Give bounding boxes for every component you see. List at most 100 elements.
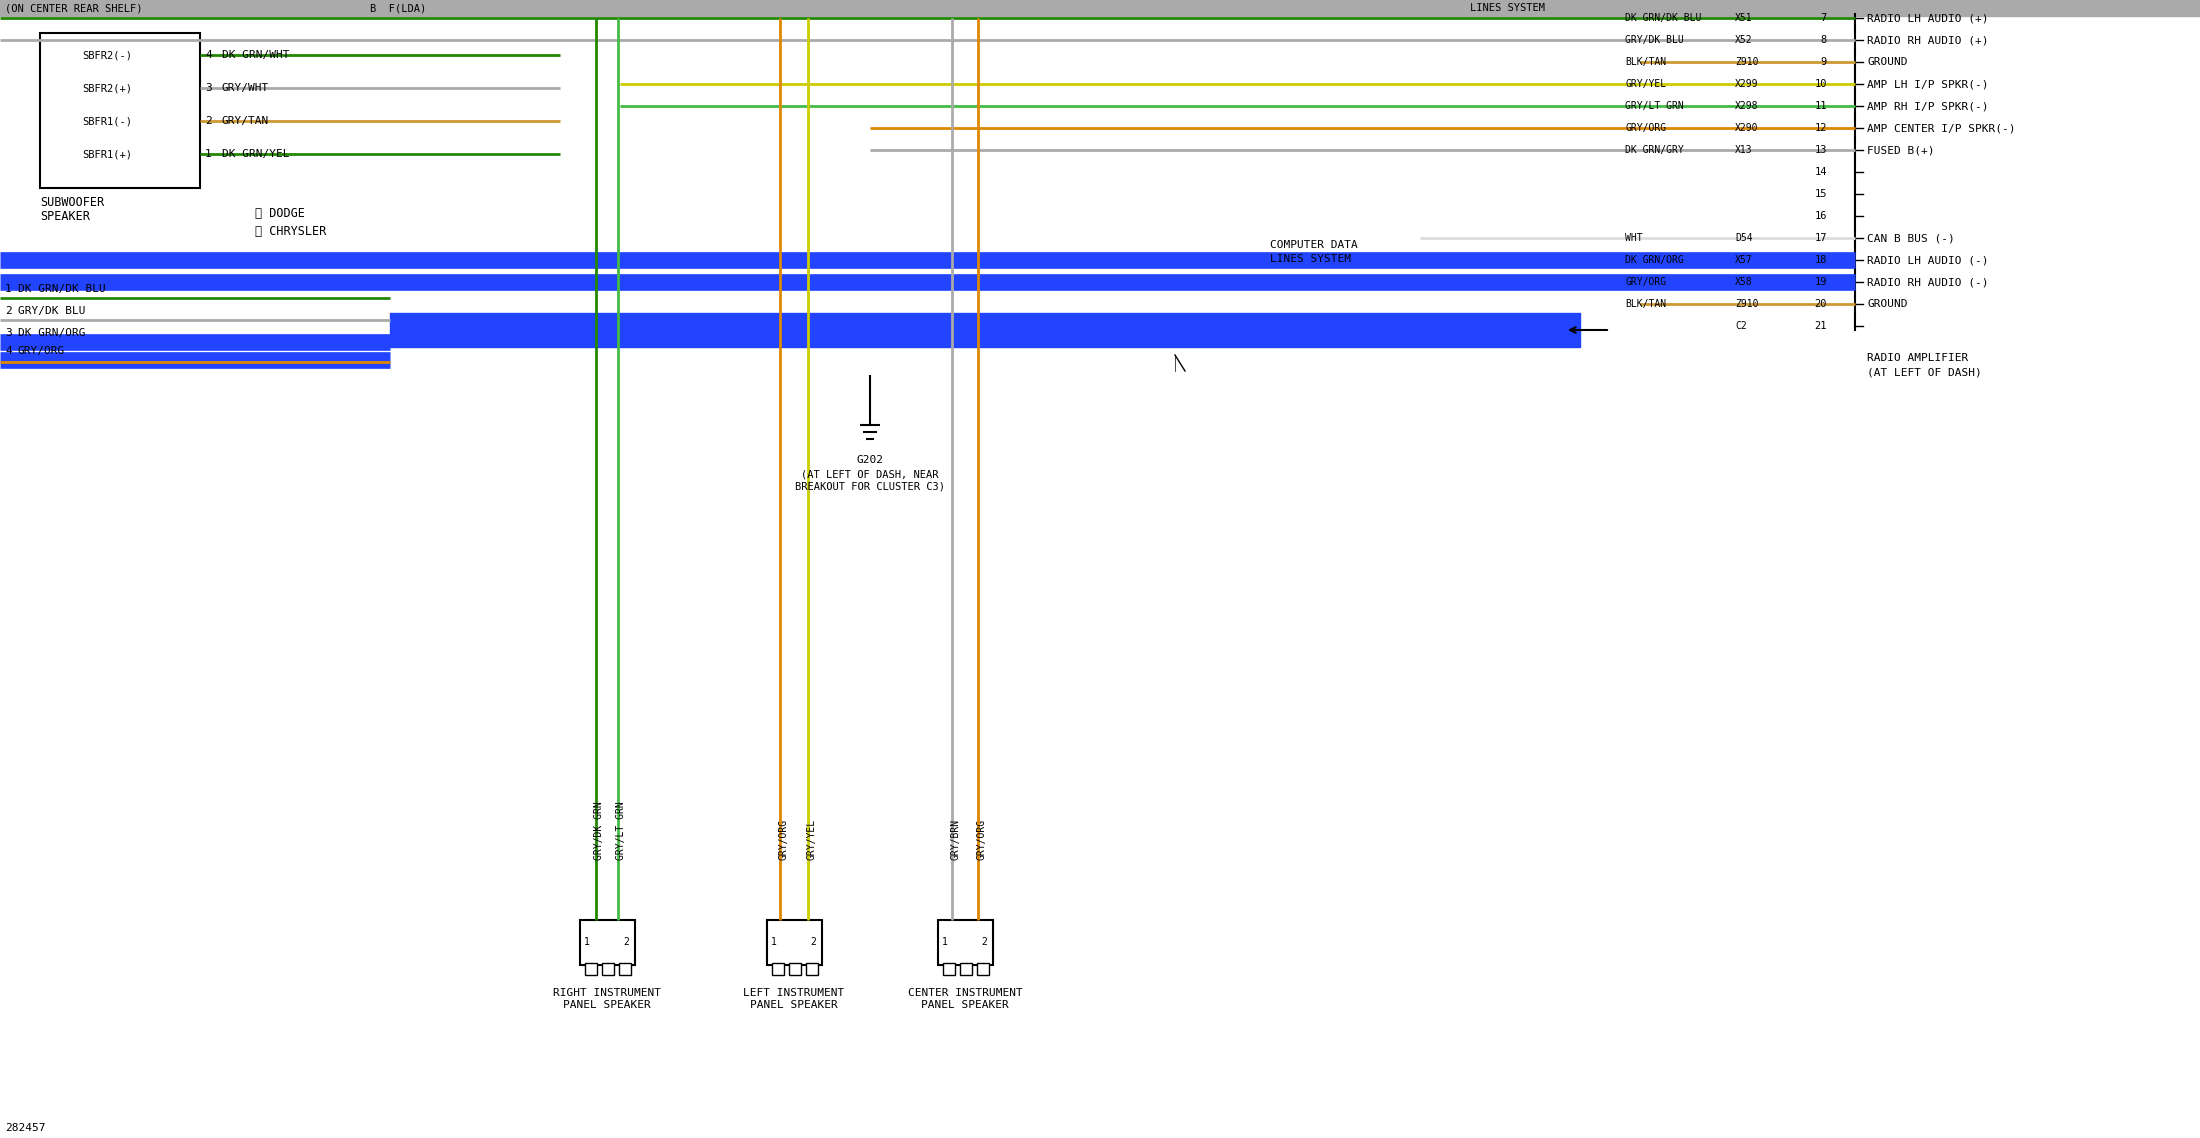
Text: RADIO RH AUDIO (+): RADIO RH AUDIO (+) [1868,35,1989,46]
Text: GRY/ORG: GRY/ORG [1626,123,1665,133]
Text: 3: 3 [4,328,11,338]
Text: GRY/ORG: GRY/ORG [1626,277,1665,287]
Text: GRY/LT GRN: GRY/LT GRN [616,801,627,860]
Text: X299: X299 [1736,79,1758,89]
Text: GRY/YEL: GRY/YEL [1626,79,1665,89]
Text: GRY/ORG: GRY/ORG [18,346,66,356]
Text: (AT LEFT OF DASH): (AT LEFT OF DASH) [1868,366,1982,377]
Text: PANEL SPEAKER: PANEL SPEAKER [922,1000,1010,1011]
Text: X290: X290 [1736,123,1758,133]
Text: GRY/DK BLU: GRY/DK BLU [1626,35,1683,46]
Bar [40,33,200,188]
Text: DK GRN/GRY: DK GRN/GRY [1626,145,1683,155]
Text: 2: 2 [810,937,816,947]
Text: BREAKOUT FOR CLUSTER C3): BREAKOUT FOR CLUSTER C3) [794,481,946,490]
Text: PANEL SPEAKER: PANEL SPEAKER [563,1000,651,1011]
Text: 14: 14 [1815,167,1826,178]
Text: GROUND: GROUND [1868,57,1907,67]
Text: 1: 1 [942,937,948,947]
Text: GRY/ORG: GRY/ORG [977,819,986,860]
Text: DK GRN/ORG: DK GRN/ORG [18,328,86,338]
Text: 13: 13 [1815,145,1826,155]
Text: 16: 16 [1815,211,1826,221]
Text: 8: 8 [1822,35,1826,46]
Text: (AT LEFT OF DASH, NEAR: (AT LEFT OF DASH, NEAR [801,469,939,479]
Text: 282457: 282457 [4,1123,46,1133]
Text: 1: 1 [583,937,590,947]
Text: 12: 12 [1815,123,1826,133]
Text: 1: 1 [4,284,11,294]
Text: CENTER INSTRUMENT: CENTER INSTRUMENT [909,988,1023,998]
Text: 11: 11 [1815,101,1826,112]
Text: 3: 3 [205,83,211,93]
Text: SBFR1(+): SBFR1(+) [81,149,132,159]
Bar [618,963,631,975]
Text: 7: 7 [1822,13,1826,23]
Text: 2: 2 [4,306,11,316]
Text: RIGHT INSTRUMENT: RIGHT INSTRUMENT [552,988,660,998]
Text: GRY/ORG: GRY/ORG [779,819,788,860]
Text: LEFT INSTRUMENT: LEFT INSTRUMENT [744,988,845,998]
Text: 4: 4 [205,50,211,60]
Text: 15: 15 [1815,189,1826,199]
Text: X298: X298 [1736,101,1758,112]
Text: X57: X57 [1736,255,1753,265]
Text: 21: 21 [1815,321,1826,331]
Bar [944,963,955,975]
Bar [585,963,596,975]
Text: (ON CENTER REAR SHELF): (ON CENTER REAR SHELF) [4,3,143,13]
Bar [768,920,823,965]
Text: Z910: Z910 [1736,57,1758,67]
Text: GRY/LT GRN: GRY/LT GRN [1626,101,1683,112]
Text: BLK/TAN: BLK/TAN [1626,57,1665,67]
Bar [959,963,972,975]
Text: GRY/DK GRN: GRY/DK GRN [594,801,605,860]
Text: X13: X13 [1736,145,1753,155]
Text: RADIO LH AUDIO (-): RADIO LH AUDIO (-) [1868,255,1989,265]
Bar [772,963,783,975]
Bar [790,963,801,975]
Text: 19: 19 [1815,277,1826,287]
Text: DK GRN/ORG: DK GRN/ORG [1626,255,1683,265]
Text: COMPUTER DATA: COMPUTER DATA [1269,240,1357,250]
Text: DK GRN/DK BLU: DK GRN/DK BLU [1626,13,1701,23]
Text: 20: 20 [1815,299,1826,310]
Text: 1: 1 [205,149,211,159]
Text: GRY/YEL: GRY/YEL [805,819,816,860]
Text: CAN B BUS (-): CAN B BUS (-) [1868,233,1956,244]
Text: 2: 2 [205,116,211,126]
Text: 1: 1 [770,937,777,947]
Text: AMP CENTER I/P SPKR(-): AMP CENTER I/P SPKR(-) [1868,123,2015,133]
Text: SBFR2(+): SBFR2(+) [81,83,132,93]
Bar [805,963,818,975]
Text: 10: 10 [1815,79,1826,89]
Text: G202: G202 [856,455,884,465]
Text: RADIO RH AUDIO (-): RADIO RH AUDIO (-) [1868,277,1989,287]
Text: DK GRN/WHT: DK GRN/WHT [222,50,290,60]
Text: GRY/DK BLU: GRY/DK BLU [18,306,86,316]
Bar [581,920,636,965]
Text: PANEL SPEAKER: PANEL SPEAKER [750,1000,838,1011]
Text: 18: 18 [1815,255,1826,265]
Text: BLK/TAN: BLK/TAN [1626,299,1665,310]
Text: SPEAKER: SPEAKER [40,209,90,223]
Text: SBFR2(-): SBFR2(-) [81,50,132,60]
Text: 2: 2 [981,937,988,947]
Text: LINES SYSTEM: LINES SYSTEM [1470,3,1544,13]
Text: GRY/BRN: GRY/BRN [950,819,959,860]
Text: ② CHRYSLER: ② CHRYSLER [255,224,326,238]
Text: 17: 17 [1815,233,1826,244]
Text: DK GRN/YEL: DK GRN/YEL [222,149,290,159]
Text: ① DODGE: ① DODGE [255,206,306,220]
Text: B  F(LDA): B F(LDA) [370,3,427,13]
Text: AMP RH I/P SPKR(-): AMP RH I/P SPKR(-) [1868,101,1989,112]
Bar [977,963,990,975]
Text: FUSED B(+): FUSED B(+) [1868,145,1934,155]
Text: SUBWOOFER: SUBWOOFER [40,196,103,208]
Text: 9: 9 [1822,57,1826,67]
Text: DK GRN/DK BLU: DK GRN/DK BLU [18,284,106,294]
Text: C2: C2 [1736,321,1747,331]
Text: WHT: WHT [1626,233,1643,244]
Text: D54: D54 [1736,233,1753,244]
Text: X51: X51 [1736,13,1753,23]
